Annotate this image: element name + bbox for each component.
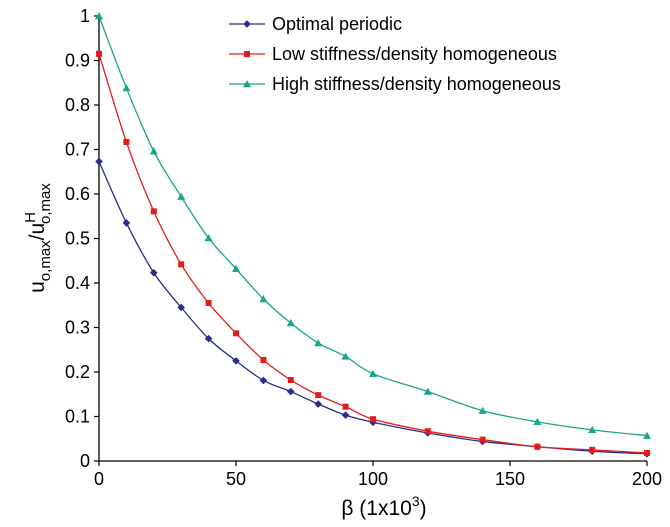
y-tick-label: 0.6 bbox=[65, 184, 90, 204]
data-point bbox=[341, 411, 350, 419]
y-tick-label: 0.4 bbox=[65, 273, 90, 293]
legend-label: Low stiffness/density homogeneous bbox=[272, 44, 557, 64]
legend-label: Optimal periodic bbox=[272, 14, 402, 34]
series-layer bbox=[95, 12, 651, 458]
legend-marker bbox=[244, 51, 250, 57]
y-tick-label: 0.8 bbox=[65, 95, 90, 115]
y-tick-label: 1 bbox=[80, 6, 90, 26]
data-point bbox=[286, 319, 295, 327]
y-tick-label: 0 bbox=[80, 451, 90, 471]
y-tick-label: 0.1 bbox=[65, 407, 90, 427]
data-point bbox=[150, 208, 157, 215]
data-point bbox=[533, 417, 542, 426]
x-tick-label: 50 bbox=[226, 469, 246, 489]
data-point bbox=[177, 192, 186, 200]
legend-label: High stiffness/density homogeneous bbox=[272, 74, 561, 94]
data-point bbox=[369, 418, 377, 427]
x-tick-label: 0 bbox=[94, 469, 104, 489]
series-line bbox=[98, 161, 648, 455]
data-point bbox=[150, 268, 158, 277]
data-point bbox=[341, 352, 350, 360]
data-point bbox=[95, 157, 103, 166]
data-point bbox=[95, 12, 103, 20]
series bbox=[95, 12, 651, 439]
data-point bbox=[122, 84, 131, 92]
legend: Optimal periodic Low stiffness/density ho… bbox=[229, 14, 561, 94]
data-point bbox=[287, 387, 295, 396]
data-point bbox=[369, 369, 377, 377]
series-line bbox=[98, 15, 648, 437]
y-tick-label: 0.2 bbox=[65, 362, 90, 382]
data-point bbox=[424, 428, 431, 435]
data-point bbox=[423, 387, 432, 395]
y-tick-label: 0.3 bbox=[65, 318, 90, 338]
data-point bbox=[204, 234, 213, 242]
data-point bbox=[644, 449, 650, 456]
data-point bbox=[479, 436, 486, 443]
data-point bbox=[232, 357, 240, 365]
data-point bbox=[122, 219, 131, 227]
data-point bbox=[123, 138, 130, 145]
y-tick-label: 0.9 bbox=[65, 51, 90, 71]
series bbox=[96, 50, 650, 456]
data-point bbox=[149, 147, 158, 155]
data-point bbox=[259, 295, 268, 303]
legend-marker bbox=[243, 80, 251, 88]
legend-marker bbox=[243, 20, 251, 28]
data-point bbox=[232, 264, 240, 272]
y-tick-label: 0.7 bbox=[65, 140, 90, 160]
data-point bbox=[204, 334, 213, 343]
legend-item: High stiffness/density homogeneous bbox=[229, 74, 561, 94]
series bbox=[95, 157, 651, 458]
data-point bbox=[342, 403, 349, 410]
legend-item: Low stiffness/density homogeneous bbox=[229, 44, 557, 64]
data-point bbox=[588, 425, 597, 434]
data-point bbox=[370, 416, 376, 423]
y-axis-title: uo,max/uHo,max bbox=[22, 183, 54, 293]
data-point bbox=[589, 446, 596, 453]
data-point bbox=[478, 406, 487, 414]
data-point bbox=[205, 300, 212, 307]
series-line bbox=[98, 53, 648, 454]
x-tick-label: 200 bbox=[632, 469, 662, 489]
data-point bbox=[177, 303, 185, 312]
data-point bbox=[233, 330, 239, 337]
data-point bbox=[643, 431, 651, 439]
data-point bbox=[260, 356, 267, 363]
data-point bbox=[314, 339, 323, 347]
legend-item: Optimal periodic bbox=[229, 14, 402, 34]
ticks: 0 0.1 0.2 0.3 0.4 0.5 0.6 0.7 0.8 0.9 1 0 50 100 150 20… bbox=[65, 6, 662, 489]
data-point bbox=[178, 261, 185, 268]
data-point bbox=[314, 400, 322, 408]
y-tick-label: 0.5 bbox=[65, 229, 90, 249]
x-axis-title: β (1x103) bbox=[341, 493, 426, 520]
x-tick-label: 150 bbox=[495, 469, 525, 489]
x-tick-label: 100 bbox=[358, 469, 388, 489]
data-point bbox=[287, 377, 294, 384]
data-point bbox=[259, 376, 268, 385]
data-point bbox=[315, 392, 322, 399]
data-point bbox=[534, 443, 541, 450]
data-point bbox=[96, 50, 102, 57]
